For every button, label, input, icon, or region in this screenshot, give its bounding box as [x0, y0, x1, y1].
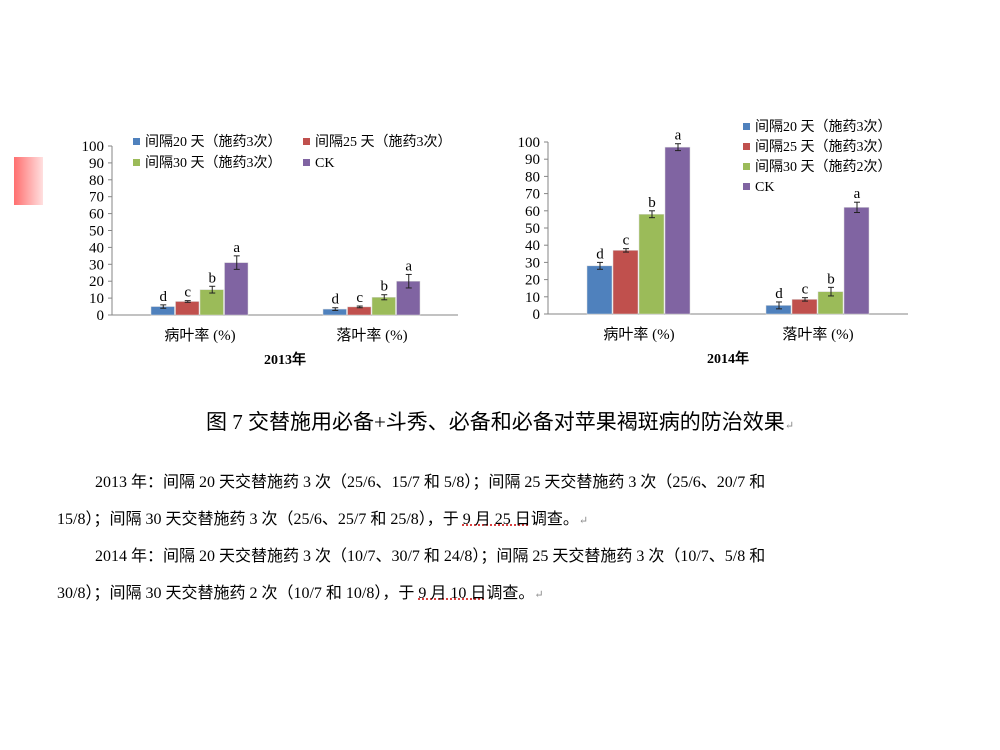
- y-tick-label: 50: [89, 224, 104, 240]
- y-tick-label: 20: [525, 273, 540, 289]
- legend-swatch: [303, 159, 310, 166]
- legend-label: 间隔20 天（施药3次）: [755, 119, 892, 135]
- survey-date: 9 月 10 日: [418, 585, 487, 602]
- bar: [843, 207, 870, 315]
- y-tick-label: 10: [89, 291, 104, 307]
- legend-swatch: [133, 138, 140, 145]
- significance-letter: d: [775, 286, 783, 302]
- significance-letter: c: [802, 282, 809, 298]
- caption-text: 图 7 交替施用必备+斗秀、必备和必备对苹果褐斑病的防治效果: [205, 410, 785, 434]
- significance-letter: c: [184, 285, 191, 301]
- significance-letter: d: [596, 246, 604, 262]
- note-2013-line1: 2013 年：间隔 20 天交替施药 3 次（25/6、15/7 和 5/8）；…: [95, 474, 766, 491]
- significance-letter: b: [381, 279, 389, 295]
- significance-letter: c: [623, 233, 630, 249]
- y-tick-label: 0: [533, 307, 541, 323]
- category-label: 落叶率 (%): [782, 326, 853, 343]
- y-tick-label: 10: [525, 290, 540, 306]
- significance-letter: b: [209, 270, 217, 286]
- legend-swatch: [743, 123, 750, 130]
- y-tick-label: 100: [518, 135, 541, 151]
- text: 30/8）；间隔 30 天交替施药 2 次（10/7 和 10/8），于: [57, 585, 419, 602]
- legend-label: 间隔25 天（施药3次）: [315, 134, 452, 150]
- y-tick-label: 30: [525, 255, 540, 271]
- text: 调查。: [486, 585, 535, 602]
- y-tick-label: 60: [89, 207, 104, 223]
- y-tick-label: 60: [525, 204, 540, 220]
- y-tick-label: 90: [525, 152, 540, 168]
- legend-label: CK: [755, 180, 774, 195]
- bar: [586, 265, 613, 315]
- significance-letter: a: [405, 258, 412, 274]
- paragraph-mark: ↵: [784, 420, 795, 432]
- y-tick-label: 50: [525, 221, 540, 237]
- survey-date: 9 月 25 日: [462, 511, 531, 528]
- y-tick-label: 20: [89, 274, 104, 290]
- legend-swatch: [743, 143, 750, 150]
- bar: [224, 262, 249, 316]
- significance-letter: a: [854, 186, 861, 202]
- chart-title: 2014年: [707, 350, 749, 367]
- note-2013-line2: 15/8）；间隔 30 天交替施药 3 次（25/6、25/7 和 25/8），…: [57, 511, 589, 528]
- significance-letter: a: [675, 128, 682, 144]
- legend-label: CK: [315, 156, 334, 171]
- y-tick-label: 40: [89, 240, 104, 256]
- bar: [175, 301, 200, 316]
- legend-label: 间隔30 天（施药2次）: [755, 159, 892, 175]
- significance-letter: c: [356, 290, 363, 306]
- y-tick-label: 70: [89, 190, 104, 206]
- category-label: 病叶率 (%): [603, 326, 674, 343]
- significance-letter: b: [827, 271, 835, 287]
- legend-swatch: [133, 159, 140, 166]
- y-tick-label: 90: [89, 156, 104, 172]
- note-2014-line2: 30/8）；间隔 30 天交替施药 2 次（10/7 和 10/8），于 9 月…: [57, 585, 544, 602]
- y-tick-label: 30: [89, 257, 104, 273]
- decorative-red-block: [14, 157, 43, 205]
- y-tick-label: 80: [89, 173, 104, 189]
- significance-letter: d: [160, 289, 168, 305]
- text: 调查。: [530, 511, 579, 528]
- y-tick-label: 0: [97, 308, 105, 324]
- bar: [612, 250, 639, 315]
- significance-letter: a: [233, 240, 240, 256]
- category-label: 落叶率 (%): [336, 327, 407, 344]
- y-tick-label: 70: [525, 187, 540, 203]
- category-label: 病叶率 (%): [164, 327, 235, 344]
- significance-letter: d: [332, 292, 340, 308]
- figure-caption: 图 7 交替施用必备+斗秀、必备和必备对苹果褐斑病的防治效果↵: [0, 406, 1000, 436]
- y-tick-label: 80: [525, 169, 540, 185]
- bar: [664, 146, 691, 315]
- legend-swatch: [743, 163, 750, 170]
- chart-title: 2013年: [264, 351, 306, 368]
- legend-label: 间隔30 天（施药3次）: [145, 155, 282, 171]
- text: 15/8）；间隔 30 天交替施药 3 次（25/6、25/7 和 25/8），…: [57, 511, 463, 528]
- bar: [638, 213, 665, 315]
- legend-label: 间隔20 天（施药3次）: [145, 134, 282, 150]
- y-tick-label: 100: [82, 139, 105, 155]
- legend-swatch: [303, 138, 310, 145]
- legend-label: 间隔25 天（施药3次）: [755, 139, 892, 155]
- note-2014-line1: 2014 年：间隔 20 天交替施药 3 次（10/7、30/7 和 24/8）…: [95, 548, 766, 565]
- legend-swatch: [743, 183, 750, 190]
- significance-letter: b: [648, 195, 656, 211]
- y-tick-label: 40: [525, 238, 540, 254]
